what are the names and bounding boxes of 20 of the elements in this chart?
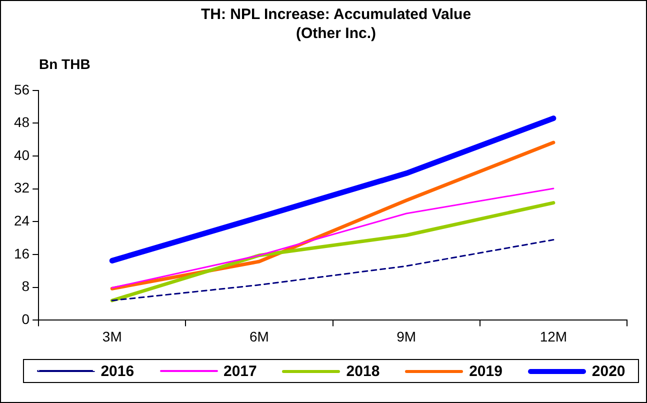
y-tick-label: 48	[14, 114, 30, 130]
legend-label: 2020	[592, 362, 626, 380]
x-tick-label: 9M	[396, 328, 416, 344]
y-tick-label: 8	[22, 278, 30, 294]
chart-title: TH: NPL Increase: Accumulated Value (Other Inc.)	[200, 5, 472, 43]
legend-label: 2017	[224, 362, 257, 380]
y-tick-label: 32	[14, 180, 30, 196]
y-tick-label: 16	[14, 245, 30, 262]
y-tick-label: 0	[22, 311, 30, 328]
y-tick-label: 40	[14, 146, 30, 163]
x-tick-label: 12M	[540, 328, 568, 344]
x-tick-label: 6M	[250, 328, 269, 344]
y-axis-title: Bn THB	[39, 56, 90, 72]
legend-label: 2016	[100, 362, 134, 380]
legend-label: 2018	[346, 362, 380, 380]
y-tick-label: 56	[14, 81, 30, 98]
y-tick-label: 24	[14, 212, 30, 229]
legend-label: 2019	[469, 362, 502, 380]
x-tick-label: 3M	[102, 328, 122, 344]
line-series	[111, 239, 554, 302]
